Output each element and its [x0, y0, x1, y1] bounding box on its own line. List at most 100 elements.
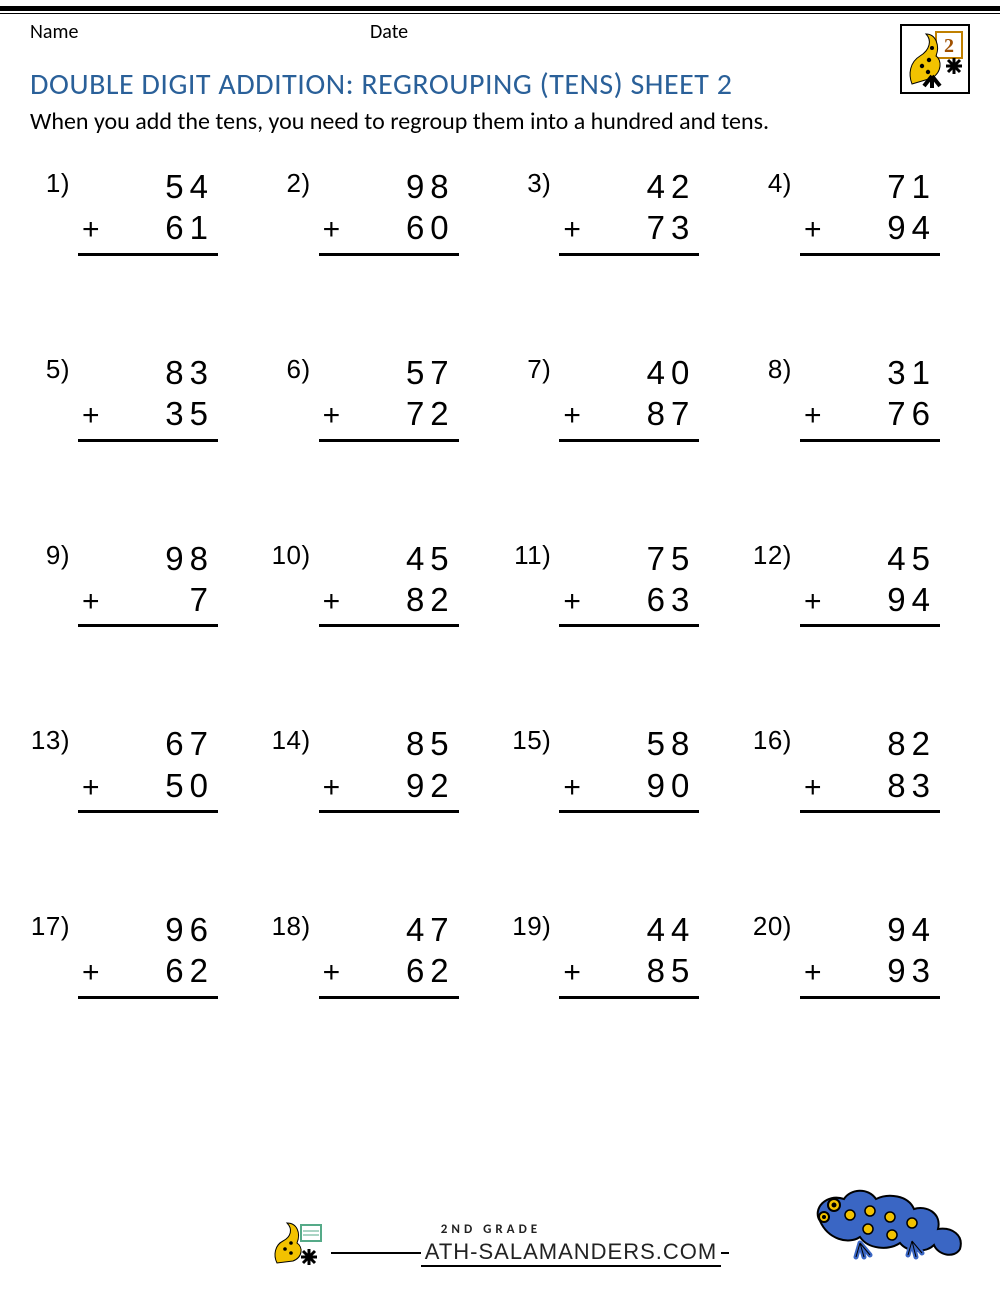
problem: 9)98+7 [24, 538, 254, 628]
addend-bottom-line: +83 [800, 765, 940, 807]
sum-rule [559, 624, 699, 627]
addend-bottom-line: +63 [559, 579, 699, 621]
plus-sign: + [559, 583, 581, 621]
footer-logo-icon [271, 1219, 325, 1267]
problem: 20)94+93 [746, 909, 976, 999]
problem-number: 9) [24, 538, 78, 571]
problem: 8)31+76 [746, 352, 976, 442]
sum-rule [319, 624, 459, 627]
problem-math: 40+87 [559, 352, 699, 442]
sum-rule [559, 439, 699, 442]
plus-sign: + [800, 211, 822, 249]
problem-math: 45+94 [800, 538, 940, 628]
problem-number: 20) [746, 909, 800, 942]
addend-bottom-line: +72 [319, 393, 459, 435]
plus-sign: + [800, 583, 822, 621]
plus-sign: + [319, 954, 341, 992]
problem-number: 8) [746, 352, 800, 385]
plus-sign: + [559, 769, 581, 807]
addend-top: 57 [319, 352, 459, 393]
plus-sign: + [78, 397, 100, 435]
problem-math: 71+94 [800, 166, 940, 256]
plus-sign: + [800, 769, 822, 807]
problem: 17)96+62 [24, 909, 254, 999]
problem-number: 18) [265, 909, 319, 942]
sum-rule [78, 624, 218, 627]
problem-number: 5) [24, 352, 78, 385]
addend-bottom: 60 [406, 207, 455, 248]
addend-bottom: 63 [647, 579, 696, 620]
problem: 5)83+35 [24, 352, 254, 442]
problem-number: 1) [24, 166, 78, 199]
problem-math: 31+76 [800, 352, 940, 442]
addend-bottom: 85 [647, 950, 696, 991]
addend-top: 47 [319, 909, 459, 950]
addend-bottom: 92 [406, 765, 455, 806]
problems-grid: 1)54+612)98+603)42+734)71+945)83+356)57+… [0, 146, 1000, 999]
problem: 14)85+92 [265, 723, 495, 813]
addend-bottom: 72 [406, 393, 455, 434]
plus-sign: + [78, 769, 100, 807]
problem-math: 42+73 [559, 166, 699, 256]
addend-top: 83 [78, 352, 218, 393]
salamander-mascot-icon [816, 1165, 966, 1266]
problem-math: 54+61 [78, 166, 218, 256]
problem: 6)57+72 [265, 352, 495, 442]
problem-math: 85+92 [319, 723, 459, 813]
addend-bottom-line: +94 [800, 579, 940, 621]
addend-top: 98 [319, 166, 459, 207]
problem-number: 2) [265, 166, 319, 199]
addend-bottom: 83 [887, 765, 936, 806]
addend-top: 94 [800, 909, 940, 950]
svg-text:2: 2 [944, 35, 954, 57]
instruction-text: When you add the tens, you need to regro… [0, 103, 1000, 146]
problems-row: 17)96+6218)47+6219)44+8520)94+93 [24, 909, 976, 999]
sum-rule [800, 996, 940, 999]
addend-bottom-line: +62 [319, 950, 459, 992]
problem-number: 6) [265, 352, 319, 385]
sum-rule [78, 810, 218, 813]
grade-badge: 2 [900, 24, 970, 94]
problem-number: 14) [265, 723, 319, 756]
addend-bottom: 7 [190, 579, 214, 620]
addend-bottom: 94 [887, 207, 936, 248]
addend-bottom-line: +73 [559, 207, 699, 249]
problems-row: 5)83+356)57+727)40+878)31+76 [24, 352, 976, 442]
addend-bottom: 73 [647, 207, 696, 248]
problem-math: 67+50 [78, 723, 218, 813]
problem: 11)75+63 [505, 538, 735, 628]
problem-math: 96+62 [78, 909, 218, 999]
addend-bottom: 87 [647, 393, 696, 434]
problem: 13)67+50 [24, 723, 254, 813]
worksheet-title: DOUBLE DIGIT ADDITION: REGROUPING (TENS)… [30, 48, 900, 103]
addend-bottom: 61 [165, 207, 214, 248]
problems-row: 9)98+710)45+8211)75+6312)45+94 [24, 538, 976, 628]
sum-rule [559, 996, 699, 999]
problem: 16)82+83 [746, 723, 976, 813]
plus-sign: + [78, 954, 100, 992]
plus-sign: + [559, 211, 581, 249]
sum-rule [319, 439, 459, 442]
plus-sign: + [319, 397, 341, 435]
sum-rule [78, 996, 218, 999]
header-row: Name Date [0, 14, 1000, 44]
sum-rule [78, 439, 218, 442]
date-label: Date [370, 20, 710, 44]
addend-bottom: 50 [165, 765, 214, 806]
problem: 15)58+90 [505, 723, 735, 813]
addend-top: 45 [319, 538, 459, 579]
problems-row: 13)67+5014)85+9215)58+9016)82+83 [24, 723, 976, 813]
problem: 2)98+60 [265, 166, 495, 256]
addend-top: 54 [78, 166, 218, 207]
problem-math: 58+90 [559, 723, 699, 813]
problem-number: 12) [746, 538, 800, 571]
problem: 7)40+87 [505, 352, 735, 442]
addend-top: 75 [559, 538, 699, 579]
sum-rule [800, 439, 940, 442]
problem-number: 3) [505, 166, 559, 199]
addend-bottom-line: +90 [559, 765, 699, 807]
problem: 4)71+94 [746, 166, 976, 256]
footer-rule-left [331, 1252, 421, 1254]
addend-bottom-line: +82 [319, 579, 459, 621]
problem-math: 44+85 [559, 909, 699, 999]
